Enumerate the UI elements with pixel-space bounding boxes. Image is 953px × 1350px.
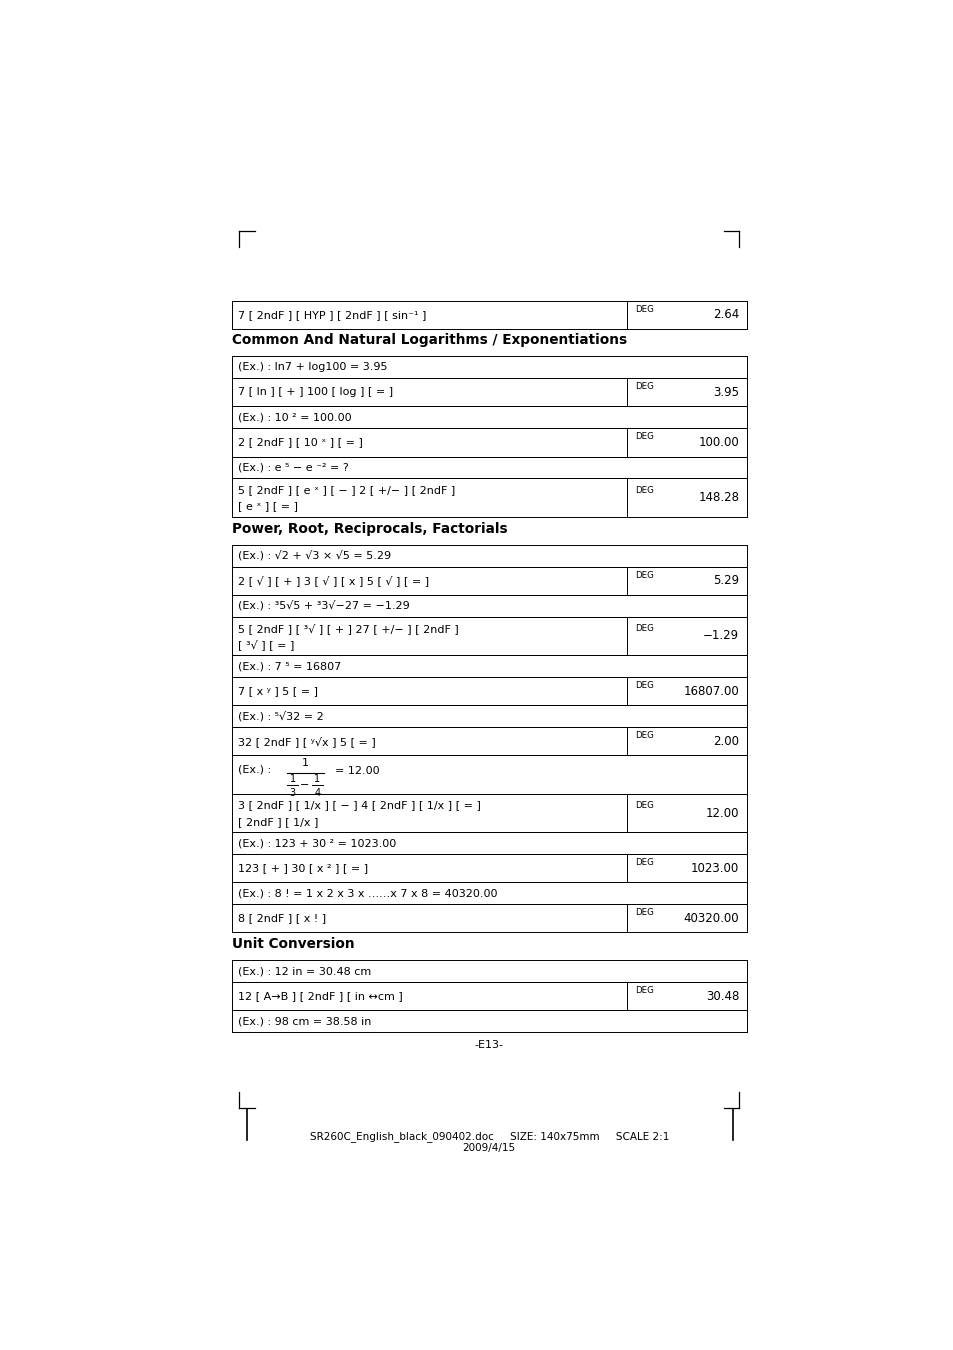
Text: (Ex.) : √2 + √3 × √5 = 5.29: (Ex.) : √2 + √3 × √5 = 5.29 [237,551,391,560]
Text: 7 [ 2ndF ] [ HYP ] [ 2ndF ] [ sin⁻¹ ]: 7 [ 2ndF ] [ HYP ] [ 2ndF ] [ sin⁻¹ ] [237,309,426,320]
Text: DEG: DEG [634,859,653,867]
Text: SR260C_English_black_090402.doc     SIZE: 140x75mm     SCALE 2:1
2009/4/15: SR260C_English_black_090402.doc SIZE: 14… [310,1131,668,1153]
Text: 5 [ 2ndF ] [ e ˣ ] [ − ] 2 [ +/− ] [ 2ndF ]: 5 [ 2ndF ] [ e ˣ ] [ − ] 2 [ +/− ] [ 2nd… [237,485,455,495]
Text: 12 [ A→B ] [ 2ndF ] [ in ↔cm ]: 12 [ A→B ] [ 2ndF ] [ in ↔cm ] [237,991,402,1002]
Text: −: − [300,780,309,790]
Text: 7 [ ln ] [ + ] 100 [ log ] [ = ]: 7 [ ln ] [ + ] 100 [ log ] [ = ] [237,387,393,397]
Text: DEG: DEG [634,305,653,313]
Text: -E13-: -E13- [475,1040,503,1050]
Text: 3 [ 2ndF ] [ 1/x ] [ − ] 4 [ 2ndF ] [ 1/x ] [ = ]: 3 [ 2ndF ] [ 1/x ] [ − ] 4 [ 2ndF ] [ 1/… [237,801,480,810]
Text: 123 [ + ] 30 [ x ² ] [ = ]: 123 [ + ] 30 [ x ² ] [ = ] [237,863,368,873]
Text: Power, Root, Reciprocals, Factorials: Power, Root, Reciprocals, Factorials [232,521,507,536]
Text: (Ex.) : 98 cm = 38.58 in: (Ex.) : 98 cm = 38.58 in [237,1017,371,1026]
Text: (Ex.) : e ⁵ − e ⁻² = ?: (Ex.) : e ⁵ − e ⁻² = ? [237,463,348,472]
Text: 4: 4 [314,788,320,798]
Text: 5.29: 5.29 [713,574,739,587]
Text: Common And Natural Logarithms / Exponentiations: Common And Natural Logarithms / Exponent… [232,333,626,347]
Text: −1.29: −1.29 [702,629,739,643]
Text: (Ex.) : 10 ² = 100.00: (Ex.) : 10 ² = 100.00 [237,413,351,423]
Text: DEG: DEG [634,732,653,740]
Text: (Ex.) : ⁵√32 = 2: (Ex.) : ⁵√32 = 2 [237,711,323,721]
Text: 148.28: 148.28 [698,491,739,504]
Text: DEG: DEG [634,801,653,810]
Text: [ 2ndF ] [ 1/x ]: [ 2ndF ] [ 1/x ] [237,817,318,828]
Text: DEG: DEG [634,571,653,579]
Text: 32 [ 2ndF ] [ ʸ√x ] 5 [ = ]: 32 [ 2ndF ] [ ʸ√x ] 5 [ = ] [237,736,375,747]
Text: 40320.00: 40320.00 [683,911,739,925]
Text: DEG: DEG [634,624,653,633]
Text: 2.00: 2.00 [713,734,739,748]
Text: [ ³√ ] [ = ]: [ ³√ ] [ = ] [237,640,294,651]
Text: (Ex.) : 7 ⁵ = 16807: (Ex.) : 7 ⁵ = 16807 [237,662,341,671]
Text: DEG: DEG [634,680,653,690]
Text: 7 [ x ʸ ] 5 [ = ]: 7 [ x ʸ ] 5 [ = ] [237,686,317,697]
Text: 1023.00: 1023.00 [690,861,739,875]
Text: 1: 1 [290,774,295,784]
Text: DEG: DEG [634,986,653,995]
Text: DEG: DEG [634,909,653,917]
Text: (Ex.) : ln7 + log100 = 3.95: (Ex.) : ln7 + log100 = 3.95 [237,362,387,373]
Text: (Ex.) : 12 in = 30.48 cm: (Ex.) : 12 in = 30.48 cm [237,967,371,976]
Text: 2 [ √ ] [ + ] 3 [ √ ] [ x ] 5 [ √ ] [ = ]: 2 [ √ ] [ + ] 3 [ √ ] [ x ] 5 [ √ ] [ = … [237,575,429,586]
Text: 2 [ 2ndF ] [ 10 ˣ ] [ = ]: 2 [ 2ndF ] [ 10 ˣ ] [ = ] [237,437,362,447]
Text: 1: 1 [302,757,309,768]
Text: [ e ˣ ] [ = ]: [ e ˣ ] [ = ] [237,502,297,512]
Text: (Ex.) :: (Ex.) : [237,764,271,774]
Text: 2.64: 2.64 [712,308,739,321]
Text: (Ex.) : 8 ! = 1 x 2 x 3 x ……x 7 x 8 = 40320.00: (Ex.) : 8 ! = 1 x 2 x 3 x ……x 7 x 8 = 40… [237,888,497,898]
Text: (Ex.) : 123 + 30 ² = 1023.00: (Ex.) : 123 + 30 ² = 1023.00 [237,838,395,848]
Text: 1: 1 [314,774,320,784]
Text: (Ex.) : ³5√5 + ³3√−27 = −1.29: (Ex.) : ³5√5 + ³3√−27 = −1.29 [237,601,409,612]
Text: DEG: DEG [634,486,653,494]
Text: Unit Conversion: Unit Conversion [232,937,354,950]
Text: DEG: DEG [634,432,653,441]
Text: = 12.00: = 12.00 [335,767,379,776]
Text: 8 [ 2ndF ] [ x ! ]: 8 [ 2ndF ] [ x ! ] [237,914,326,923]
Text: 3.95: 3.95 [713,386,739,398]
Text: 16807.00: 16807.00 [682,684,739,698]
Text: 100.00: 100.00 [698,436,739,450]
Text: DEG: DEG [634,382,653,391]
Text: 30.48: 30.48 [705,990,739,1003]
Text: 3: 3 [290,788,295,798]
Text: 5 [ 2ndF ] [ ³√ ] [ + ] 27 [ +/− ] [ 2ndF ]: 5 [ 2ndF ] [ ³√ ] [ + ] 27 [ +/− ] [ 2nd… [237,622,458,633]
Text: 12.00: 12.00 [705,806,739,819]
